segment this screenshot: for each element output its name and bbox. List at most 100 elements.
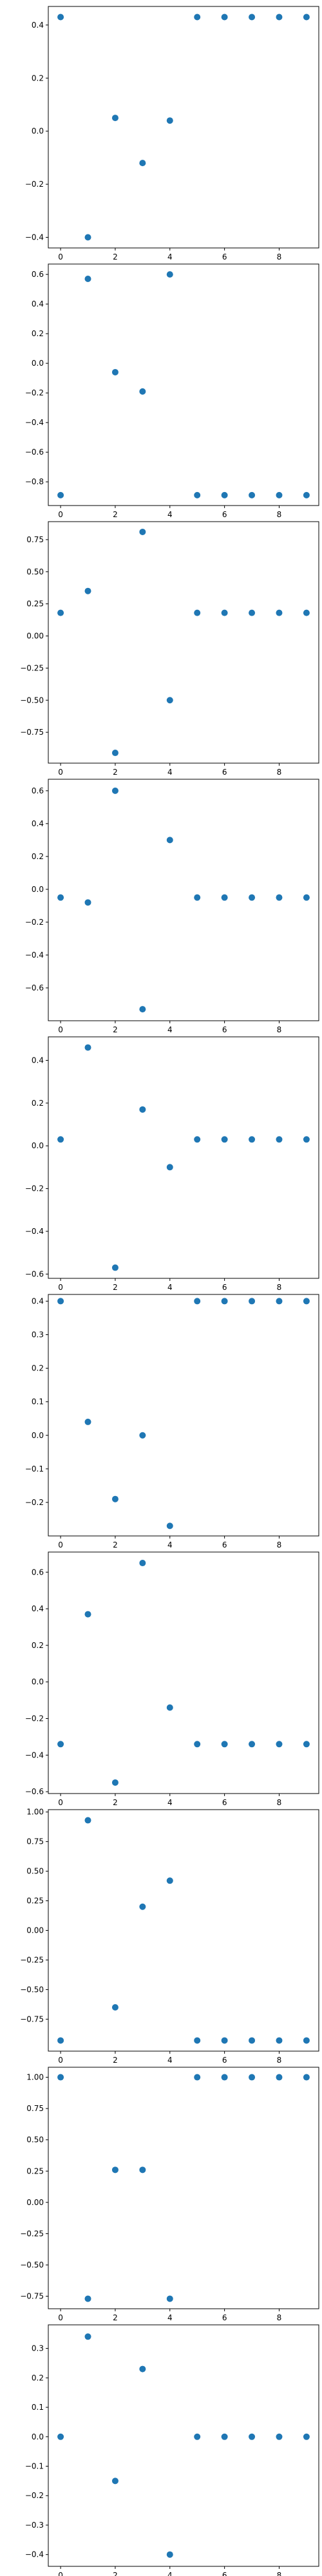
y-tick-label: 0.2 (32, 329, 44, 338)
data-point (194, 14, 200, 20)
data-point (222, 1298, 228, 1304)
y-tick-label: 0.4 (32, 819, 44, 828)
y-tick-label: 0.0 (32, 1431, 44, 1440)
y-tick-label: 0.3 (32, 2344, 44, 2353)
y-tick-label: −0.25 (20, 2229, 44, 2238)
data-point (222, 895, 228, 901)
y-tick-label: −0.2 (25, 180, 44, 189)
data-point (194, 2074, 200, 2081)
data-point (112, 2166, 118, 2173)
x-tick-label: 0 (58, 768, 63, 777)
y-tick-label: −0.6 (25, 448, 44, 457)
data-point (194, 610, 200, 616)
y-tick-label: 0.75 (26, 1837, 44, 1846)
y-tick-label: 0.75 (26, 535, 44, 544)
data-point (167, 117, 173, 124)
y-tick-label: −0.4 (25, 418, 44, 427)
y-tick-label: −0.6 (25, 1787, 44, 1796)
data-point (85, 276, 91, 282)
y-tick-label: 0.6 (32, 1567, 44, 1577)
chart-panel-9: 0 2 4 6 8−0.75−0.50−0.250.000.250.500.751.00 (20, 2067, 319, 2322)
y-tick-label: 0.2 (32, 1641, 44, 1650)
y-tick-label: 0.0 (32, 127, 44, 136)
chart-panel-8: 0 2 4 6 8 −0.75 −0.50 −0.25 0.00 0.25 0.50 0.75 1.00 (20, 1808, 319, 2065)
data-point (303, 1136, 310, 1142)
data-point (276, 2037, 282, 2043)
x-tick-label: 0 (58, 252, 63, 261)
data-point (139, 1432, 146, 1439)
x-tick-label: 2 (113, 2056, 118, 2065)
data-point (112, 2477, 118, 2484)
y-tick-label: −0.2 (25, 1184, 44, 1193)
data-point (85, 1611, 91, 1618)
data-point (222, 610, 228, 616)
x-tick-label: 4 (167, 1540, 173, 1549)
x-tick-label: 6 (222, 2571, 227, 2576)
data-point (85, 588, 91, 594)
x-tick-label: 8 (277, 510, 282, 519)
y-tick-label: −0.2 (25, 1714, 44, 1723)
data-point (57, 1741, 64, 1747)
data-point (222, 2037, 228, 2043)
data-point (112, 788, 118, 794)
x-tick-label: 2 (113, 768, 118, 777)
data-point (276, 14, 282, 20)
data-point (85, 1419, 91, 1425)
chart-panel-3: 0 2 4 6 8 −0.75 −0.50 −0.25 0.00 0.25 0.50 0.75 (20, 522, 319, 777)
y-tick-label: −0.75 (20, 728, 44, 737)
axes-frame (48, 1294, 319, 1536)
y-tick-label: 0.4 (32, 1056, 44, 1065)
x-tick-label: 8 (277, 2056, 282, 2065)
y-tick-label: 0.4 (32, 1604, 44, 1613)
x-tick-label: 0 (58, 2056, 63, 2065)
axes-frame (48, 1037, 319, 1278)
x-tick-label: 8 (277, 1283, 282, 1292)
data-point (303, 492, 310, 498)
x-tick-label: 8 (277, 1540, 282, 1549)
data-point (303, 1298, 310, 1304)
data-point (167, 1704, 173, 1710)
y-tick-label: 0.0 (32, 1678, 44, 1687)
y-tick-label: −0.2 (25, 2491, 44, 2500)
data-point (194, 2434, 200, 2440)
data-point (167, 271, 173, 278)
x-tick-label: 4 (167, 2313, 173, 2322)
y-tick-label: −0.50 (20, 2260, 44, 2269)
y-tick-label: 0.4 (32, 299, 44, 308)
data-point (139, 529, 146, 535)
x-tick-label: 0 (58, 2313, 63, 2322)
data-point (167, 1877, 173, 1884)
data-point (276, 895, 282, 901)
y-tick-label: −0.1 (25, 1464, 44, 1473)
data-point (112, 1496, 118, 1502)
y-tick-label: −0.4 (25, 1227, 44, 1236)
data-point (249, 2037, 255, 2043)
x-tick-label: 4 (167, 1283, 173, 1292)
x-tick-label: 4 (167, 1025, 173, 1034)
data-point (249, 14, 255, 20)
y-tick-label: −0.50 (20, 696, 44, 705)
data-point (194, 895, 200, 901)
data-point (249, 1741, 255, 1747)
data-point (167, 1522, 173, 1529)
data-point (249, 2074, 255, 2081)
y-tick-label: 0.2 (32, 2373, 44, 2382)
y-tick-label: 0.0 (32, 885, 44, 894)
x-tick-label: 8 (277, 768, 282, 777)
x-tick-label: 4 (167, 2056, 173, 2065)
y-tick-label: 0.2 (32, 852, 44, 861)
axes-frame (48, 1810, 319, 2051)
y-tick-label: −0.75 (20, 2292, 44, 2301)
data-point (194, 1136, 200, 1142)
y-tick-label: −0.4 (25, 2550, 44, 2559)
y-tick-label: 0.0 (32, 2432, 44, 2441)
y-tick-label: 0.2 (32, 73, 44, 82)
data-point (57, 1136, 64, 1142)
x-tick-label: 4 (167, 510, 173, 519)
data-point (249, 610, 255, 616)
data-point (57, 1298, 64, 1304)
y-tick-label: 0.3 (32, 1331, 44, 1340)
y-tick-label: −0.25 (20, 1955, 44, 1964)
data-point (139, 2166, 146, 2173)
